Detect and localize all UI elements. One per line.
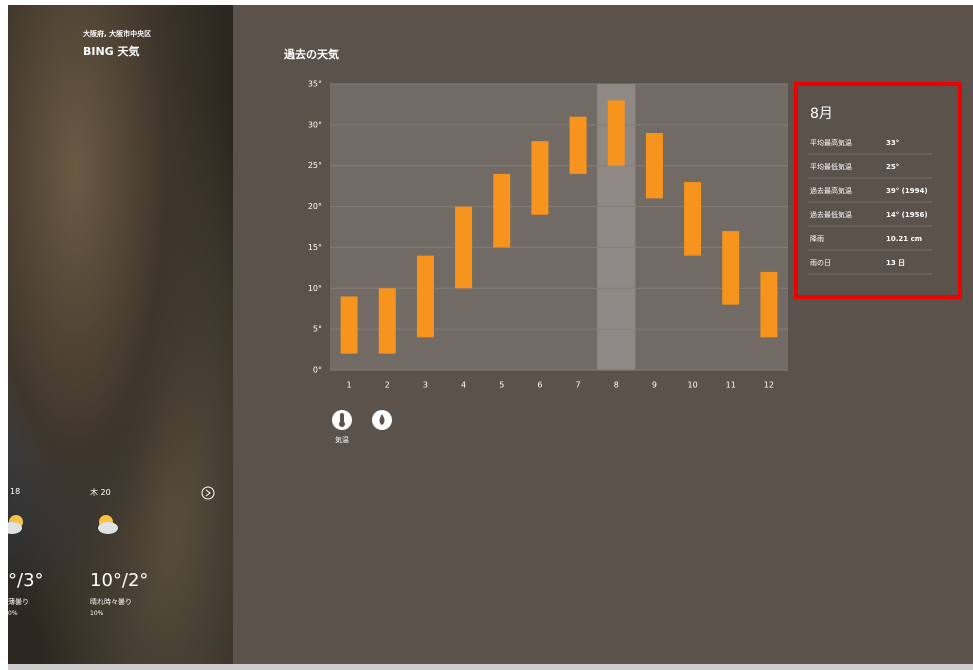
range-bar: [760, 272, 777, 337]
y-tick-label: 20°: [308, 202, 322, 211]
x-tick-label: 4: [461, 381, 466, 390]
app-window: 大阪府, 大阪市中央区 BING 天気 18 木 20 °/3° 10°/2° …: [0, 0, 973, 670]
detail-month: 8月: [810, 106, 833, 122]
range-bar: [684, 182, 701, 256]
x-tick-label: 12: [764, 381, 774, 390]
chart-title: 過去の天気: [283, 47, 339, 61]
x-tick-label: 2: [385, 381, 390, 390]
rain-button[interactable]: [372, 410, 392, 430]
detail-value: 33°: [886, 139, 899, 147]
detail-value: 14° (1956): [886, 211, 928, 219]
x-tick-label: 1: [347, 381, 352, 390]
range-bar: [455, 207, 472, 289]
detail-value: 10.21 cm: [886, 235, 922, 243]
range-bar: [531, 141, 548, 215]
range-bar: [417, 256, 434, 338]
plot-area: [330, 84, 788, 370]
x-tick-label: 8: [614, 381, 619, 390]
detail-label: 降雨: [810, 234, 824, 243]
range-bar: [570, 117, 587, 174]
x-tick-label: 3: [423, 381, 428, 390]
x-tick-label: 7: [576, 381, 581, 390]
x-tick-label: 6: [537, 381, 542, 390]
detail-label: 雨の日: [810, 259, 831, 267]
y-tick-label: 30°: [308, 120, 322, 129]
detail-label: 過去最低気温: [810, 210, 852, 219]
range-bar: [341, 296, 358, 353]
y-tick-label: 5°: [313, 325, 322, 334]
detail-value: 25°: [886, 163, 899, 171]
detail-label: 平均最低気温: [810, 162, 852, 171]
x-tick-label: 9: [652, 381, 657, 390]
range-bar: [646, 133, 663, 198]
y-tick-label: 35°: [308, 80, 322, 89]
range-bar: [379, 288, 396, 353]
range-bar: [608, 100, 625, 165]
detail-label: 平均最高気温: [810, 138, 852, 147]
detail-value: 39° (1994): [886, 187, 928, 195]
x-tick-label: 11: [726, 381, 736, 390]
y-tick-label: 25°: [308, 161, 322, 170]
y-tick-label: 0°: [313, 366, 322, 375]
range-bar: [493, 174, 510, 248]
x-tick-label: 10: [687, 381, 697, 390]
range-bar: [722, 231, 739, 305]
detail-value: 13 日: [886, 259, 905, 267]
x-tick-label: 5: [499, 381, 504, 390]
detail-label: 過去最高気温: [810, 186, 852, 195]
y-tick-label: 10°: [308, 284, 322, 293]
temp-button-label: 気温: [335, 435, 349, 444]
chart: 過去の天気 8月 気温 0°5°10°15°20°25°30°35°123456…: [0, 0, 973, 670]
temp-button[interactable]: [332, 410, 352, 430]
y-tick-label: 15°: [308, 243, 322, 252]
